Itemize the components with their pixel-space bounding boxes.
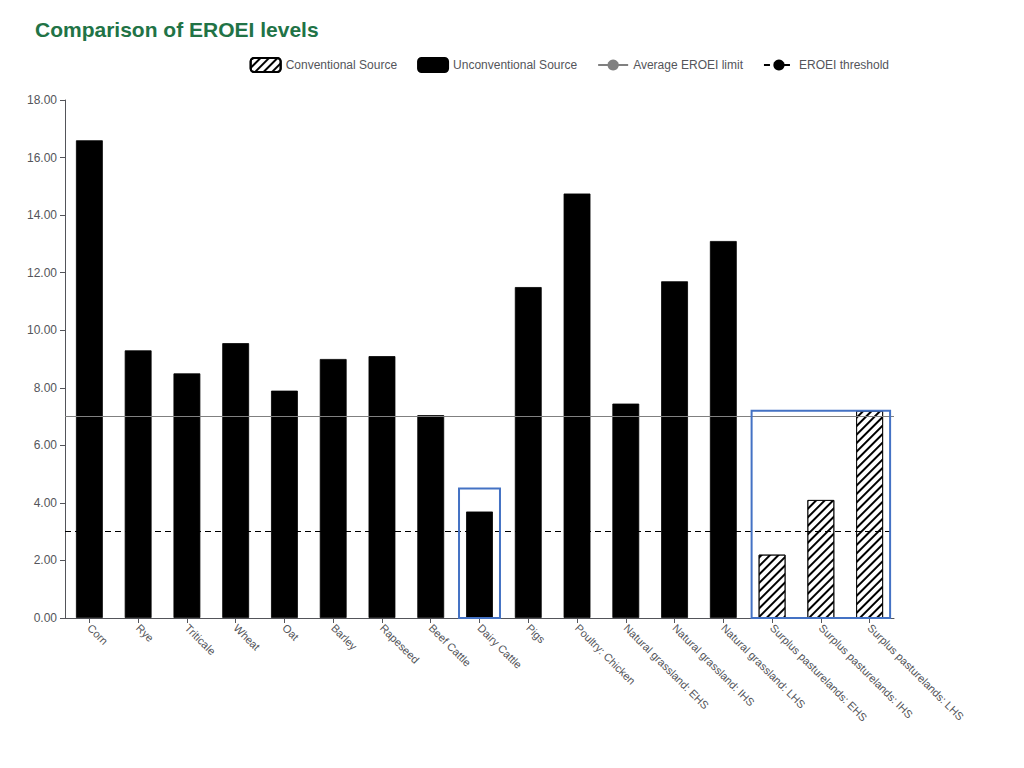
svg-text:Corn: Corn <box>85 622 110 647</box>
svg-text:2.00: 2.00 <box>34 553 58 567</box>
svg-text:Rye: Rye <box>134 622 156 644</box>
svg-text:4.00: 4.00 <box>34 496 58 510</box>
svg-text:Unconventional Source: Unconventional Source <box>453 58 577 72</box>
svg-text:Oat: Oat <box>280 622 301 643</box>
svg-text:Comparison of EROEI levels: Comparison of EROEI levels <box>35 18 319 41</box>
svg-text:Natural grassland: IHS: Natural grassland: IHS <box>670 622 757 709</box>
svg-text:Wheat: Wheat <box>231 622 262 653</box>
svg-text:16.00: 16.00 <box>27 151 57 165</box>
svg-text:Pigs: Pigs <box>524 622 548 646</box>
svg-text:8.00: 8.00 <box>34 381 58 395</box>
svg-text:Natural grassland: EHS: Natural grassland: EHS <box>622 622 712 712</box>
svg-text:Surplus pasturelands: LHS: Surplus pasturelands: LHS <box>865 622 966 723</box>
svg-text:0.00: 0.00 <box>34 611 58 625</box>
svg-text:Surplus pasturelands: IHS: Surplus pasturelands: IHS <box>817 622 916 721</box>
svg-text:6.00: 6.00 <box>34 438 58 452</box>
svg-text:14.00: 14.00 <box>27 208 57 222</box>
svg-text:Poultry: Chicken: Poultry: Chicken <box>572 621 638 687</box>
svg-text:Surplus pasturelands: EHS: Surplus pasturelands: EHS <box>768 622 870 724</box>
svg-text:Beef Cattle: Beef Cattle <box>426 622 473 669</box>
svg-text:Dairy Cattle: Dairy Cattle <box>475 622 524 671</box>
svg-text:Average EROEI limit: Average EROEI limit <box>633 58 743 72</box>
svg-text:Barley: Barley <box>329 622 360 653</box>
svg-text:10.00: 10.00 <box>27 323 57 337</box>
svg-text:EROEI threshold: EROEI threshold <box>799 58 889 72</box>
svg-text:Rapeseed: Rapeseed <box>378 622 422 666</box>
svg-text:Triticale: Triticale <box>183 622 218 657</box>
svg-text:Natural grassland: LHS: Natural grassland: LHS <box>719 622 808 711</box>
svg-text:12.00: 12.00 <box>27 266 57 280</box>
svg-text:Conventional Source: Conventional Source <box>286 58 398 72</box>
svg-text:18.00: 18.00 <box>27 93 57 107</box>
